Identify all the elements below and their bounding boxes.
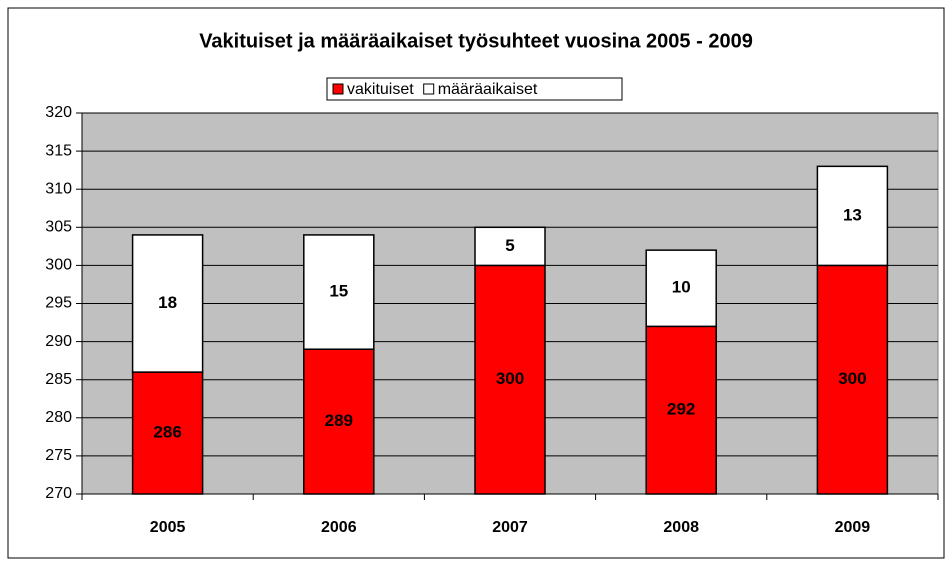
bar-segment: [303, 348, 375, 495]
legend-swatch: [332, 83, 344, 95]
legend-label: vakituiset: [347, 81, 414, 98]
chart-title: Vakituiset ja määräaikaiset työsuhteet v…: [199, 30, 753, 52]
legend-box: [326, 77, 623, 101]
x-tick-label: 2009: [835, 519, 871, 536]
data-label: 18: [158, 293, 177, 312]
y-tick-label: 310: [45, 180, 72, 197]
data-label: 10: [672, 278, 691, 297]
y-tick-label: 290: [45, 333, 72, 350]
bar-segment: [474, 226, 546, 267]
bar-segment: [474, 264, 546, 495]
y-tick-label: 305: [45, 219, 72, 236]
legend-swatch: [423, 83, 435, 95]
y-tick-label: 270: [45, 485, 72, 502]
x-tick-label: 2008: [663, 519, 699, 536]
data-label: 292: [667, 400, 695, 419]
y-tick-label: 275: [45, 447, 72, 464]
bar-segment: [816, 264, 889, 495]
x-tick-label: 2006: [321, 519, 357, 536]
bar-segment: [131, 371, 204, 495]
y-tick-label: 300: [45, 257, 72, 274]
y-tick-label: 280: [45, 409, 72, 426]
legend-label: määräaikaiset: [438, 81, 538, 98]
y-tick-label: 320: [45, 104, 72, 121]
bar-segment: [645, 249, 717, 328]
data-label: 15: [329, 282, 348, 301]
bar-segment: [816, 165, 889, 267]
data-label: 300: [496, 369, 524, 388]
bar-segment: [645, 325, 717, 495]
bar-segment: [131, 234, 204, 373]
data-label: 13: [843, 205, 862, 224]
y-tick-label: 285: [45, 371, 72, 388]
x-tick-label: 2007: [492, 519, 528, 536]
bar-segment: [303, 234, 375, 350]
y-tick-label: 315: [45, 142, 72, 159]
data-label: 286: [153, 423, 181, 442]
data-label: 5: [505, 236, 514, 255]
data-label: 289: [325, 411, 353, 430]
x-tick-label: 2005: [150, 519, 186, 536]
y-tick-label: 295: [45, 295, 72, 312]
data-label: 300: [838, 369, 866, 388]
